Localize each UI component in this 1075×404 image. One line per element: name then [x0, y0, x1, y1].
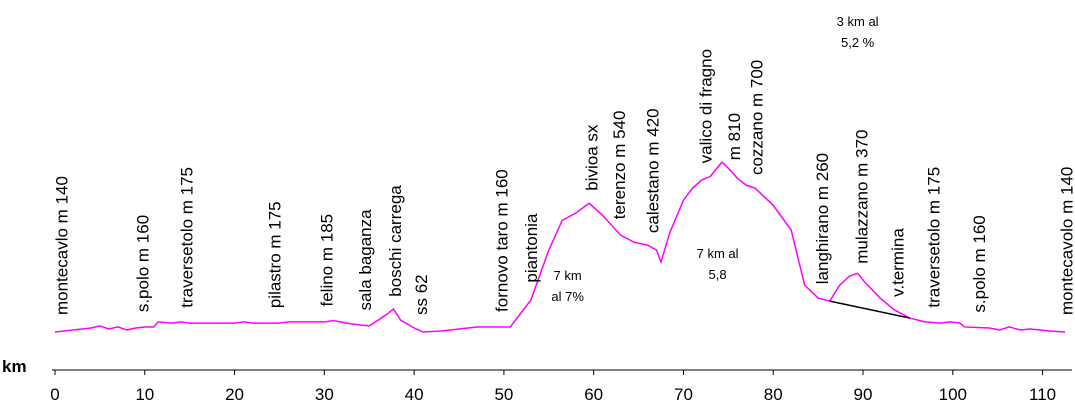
place-label: montecavlo m 140: [53, 176, 72, 315]
x-tick-label: 20: [225, 385, 244, 404]
x-tick-label: 40: [405, 385, 424, 404]
gradient-note: 5,2 %: [841, 35, 875, 50]
gradient-note: 3 km al: [837, 14, 879, 29]
place-label: calestano m 420: [643, 108, 662, 233]
place-label: ss 62: [412, 274, 431, 315]
place-label: bivioa sx: [582, 124, 601, 191]
profile-line: [829, 300, 910, 319]
place-label: cozzano m 700: [748, 60, 767, 175]
place-label: traversetolo m 175: [924, 167, 943, 308]
gradient-note: al 7%: [551, 289, 584, 304]
place-label: langhirano m 260: [813, 153, 832, 284]
profile-line: [54, 161, 1066, 333]
x-tick-label: 70: [674, 385, 693, 404]
place-label: mulazzano m 370: [853, 130, 872, 264]
place-label: pilastro m 175: [265, 201, 284, 308]
place-label: m 810: [725, 113, 744, 160]
gradient-note: 5,8: [709, 267, 727, 282]
x-axis-label: km: [2, 357, 27, 376]
x-tick-label: 50: [494, 385, 513, 404]
place-label: s.polo m 160: [133, 215, 152, 312]
place-label: valico di fragno: [696, 49, 715, 163]
x-tick-label: 100: [939, 385, 967, 404]
x-tick-label: 60: [584, 385, 603, 404]
place-label: sala baganza: [356, 209, 375, 311]
gradient-note: 7 km: [554, 268, 582, 283]
x-tick-label: 30: [315, 385, 334, 404]
x-tick-label: 90: [854, 385, 873, 404]
place-label: s.polo m 160: [970, 215, 989, 312]
place-label: traversetolo m 175: [177, 167, 196, 308]
place-label: piantonia: [522, 213, 541, 283]
x-tick-label: 110: [1029, 385, 1056, 404]
place-label: felino m 185: [318, 214, 337, 307]
place-label: terenzo m 540: [610, 111, 629, 220]
gradient-note: 7 km al: [697, 246, 739, 261]
place-label: montecavolo m 140: [1057, 167, 1075, 315]
x-tick-label: 10: [135, 385, 154, 404]
place-label: v.termina: [889, 228, 908, 297]
place-label: boschi carrega: [386, 185, 405, 297]
x-tick-label: 80: [764, 385, 783, 404]
place-label: fornovo taro m 160: [493, 169, 512, 312]
x-tick-label: 0: [50, 385, 59, 404]
